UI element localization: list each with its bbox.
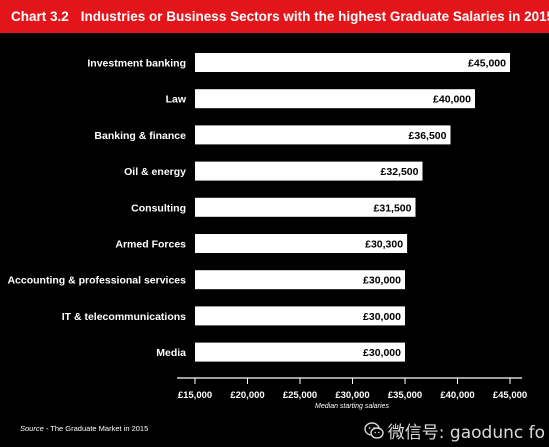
chart-title: Industries or Business Sectors with the … (80, 9, 549, 24)
x-tick-label: £15,000 (178, 390, 212, 401)
value-label: £30,000 (363, 311, 401, 323)
chart-number: Chart 3.2 (11, 9, 69, 24)
bar (195, 342, 405, 362)
x-tick-label: £35,000 (388, 390, 422, 401)
chart-header: Chart 3.2 Industries or Business Sectors… (0, 0, 549, 33)
bar (195, 89, 475, 109)
wechat-icon (364, 421, 384, 439)
bar (195, 125, 451, 145)
x-axis: £15,000 £20,000 £25,000 £30,000 £35,000 £40,0… (177, 377, 527, 410)
category-label: Oil & energy (124, 166, 186, 178)
value-label: £30,000 (363, 347, 401, 359)
x-tick-label: £25,000 (283, 390, 317, 401)
value-label: £45,000 (468, 58, 506, 70)
category-label: Media (156, 347, 186, 359)
value-label: £40,000 (433, 94, 471, 106)
x-tick-label: £20,000 (230, 390, 264, 401)
category-label: Investment banking (87, 58, 186, 70)
watermark: 微信号: gaodunc fo (364, 418, 545, 443)
category-label: Banking & finance (94, 130, 186, 142)
watermark-text: 微信号: gaodunc fo (387, 423, 545, 443)
x-tick-label: £30,000 (335, 390, 369, 401)
category-label: Consulting (131, 202, 186, 214)
source-note: Source - The Graduate Market in 2015 (20, 424, 148, 433)
bar (195, 161, 423, 181)
source-text: - The Graduate Market in 2015 (43, 424, 149, 433)
bars-group: Investment banking £45,000 Law £40,000 Banki… (7, 53, 510, 362)
bar (195, 306, 405, 326)
x-tick-label: £45,000 (493, 390, 527, 401)
category-label: Law (166, 94, 187, 106)
x-tick-label: £40,000 (440, 390, 474, 401)
bar (195, 197, 416, 217)
value-label: £30,000 (363, 275, 401, 287)
bar (195, 53, 510, 72)
x-axis-title: Median starting salaries (315, 403, 389, 410)
value-label: £32,500 (381, 166, 419, 178)
bar-chart: Investment banking £45,000 Law £40,000 Banki… (7, 53, 527, 410)
value-label: £30,300 (365, 239, 403, 251)
category-label: IT & telecommunications (62, 311, 186, 323)
source-label: Source (20, 424, 44, 433)
value-label: £36,500 (409, 130, 447, 142)
value-label: £31,500 (374, 202, 412, 214)
bar (195, 270, 405, 290)
bar (195, 234, 408, 253)
category-label: Armed Forces (115, 239, 186, 251)
category-label: Accounting & professional services (7, 275, 186, 287)
